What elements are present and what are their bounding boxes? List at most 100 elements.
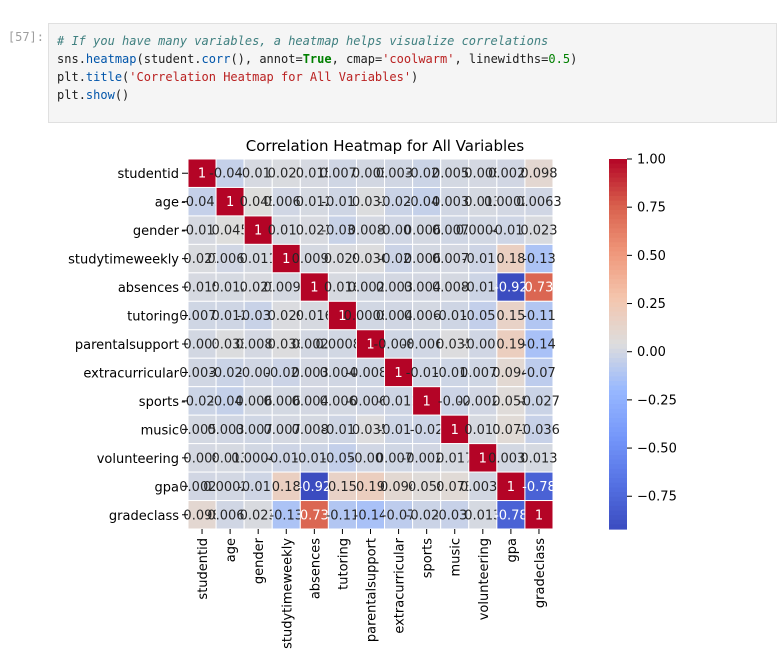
colorbar-segment <box>609 186 627 192</box>
cell-annotation: -0.13 <box>522 252 556 267</box>
cell-annotation: 0.035 <box>436 338 473 353</box>
cell-annotation: 0.011 <box>240 252 277 267</box>
code-cell[interactable]: # If you have many variables, a heatmap … <box>48 23 777 123</box>
cell-annotation: 0.0036 <box>179 366 225 381</box>
heatmap-cell <box>243 443 273 473</box>
cell-annotation: 0.013 <box>520 451 557 466</box>
heatmap-cell <box>496 329 526 359</box>
code-token: title <box>85 70 123 84</box>
cell-annotation: -0.13 <box>269 508 303 523</box>
heatmap-cell <box>327 414 357 445</box>
colorbar-segment <box>609 353 627 359</box>
cell-annotation: -0.017 <box>462 252 504 267</box>
cell-annotation: -0.014 <box>378 423 420 438</box>
cell-annotation: 0.00028 <box>203 480 257 495</box>
colorbar-segment <box>609 413 627 419</box>
cell-annotation: 0.015 <box>183 281 220 296</box>
cell-annotation: -0.013 <box>490 224 532 239</box>
heatmap-cell <box>384 471 414 502</box>
colorbar-segment <box>609 478 627 484</box>
heatmap-cell <box>271 500 301 530</box>
cell-annotation: 0.012 <box>212 309 249 324</box>
y-tick-label: age <box>155 196 179 211</box>
colorbar-segment <box>609 293 627 299</box>
colorbar-segment <box>609 459 627 465</box>
x-tick-label: music <box>449 538 464 576</box>
heatmap-cell <box>271 243 301 274</box>
cell-annotation: -0.0084 <box>345 366 395 381</box>
cell-annotation: -0.015 <box>237 167 279 182</box>
cell-annotation: 0.0068 <box>264 195 310 210</box>
colorbar-segment <box>609 196 627 202</box>
code-token: 0.5 <box>548 52 571 66</box>
heatmap-cell <box>271 443 301 473</box>
heatmap-cell <box>243 272 273 302</box>
correlation-heatmap-figure: Correlation Heatmap for All Variables 1-… <box>68 137 677 649</box>
colorbar-segment <box>609 246 627 253</box>
cell-annotation: 0.15 <box>496 309 525 324</box>
cell-annotation: -0.11 <box>326 508 360 523</box>
cell-annotation: 0.73 <box>300 508 329 523</box>
cell-annotation: -0.006 <box>237 366 279 381</box>
heatmap-cell <box>468 414 498 445</box>
cell-annotation: 0.011 <box>268 224 305 239</box>
cell-annotation: -0.012 <box>406 366 448 381</box>
colorbar-segment <box>609 455 627 461</box>
x-tick-label: absences <box>308 538 323 599</box>
cell-annotation: 1 <box>507 480 515 495</box>
colorbar-segment <box>609 214 627 220</box>
cell-annotation: 0.0055 <box>432 167 478 182</box>
heatmap-cell <box>187 300 217 331</box>
cell-annotation: -0.0062 <box>402 338 452 353</box>
heatmap-cell <box>355 386 386 416</box>
colorbar-segment <box>609 316 627 322</box>
cell-annotation: 0.0033 <box>460 480 506 495</box>
cell-annotation: 0.0078 <box>320 167 366 182</box>
heatmap-cell <box>243 500 273 530</box>
cell-annotation: 0.0078 <box>264 423 310 438</box>
heatmap-cell <box>384 243 414 274</box>
colorbar-segment <box>609 394 627 401</box>
cell-annotation: 0.0068 <box>264 394 310 409</box>
colorbar-segment <box>609 473 627 479</box>
code-token: # If you have many variables, a heatmap … <box>57 34 549 48</box>
colorbar-segment <box>609 228 627 234</box>
x-tick-label: volunteering <box>477 538 492 620</box>
colorbar-segment <box>609 482 627 488</box>
heatmap-cell <box>496 272 526 302</box>
cell-annotation: 0.0081 <box>348 224 394 239</box>
cell-annotation: 0.008 <box>464 167 501 182</box>
cell-annotation: 0.0049 <box>376 309 422 324</box>
x-tick-label: studytimeweekly <box>280 538 295 649</box>
x-tick-label: sports <box>421 538 436 578</box>
heatmap-cells: 1 -0.042-0.0150.0270.0150.00780.0030.0036… <box>179 158 562 530</box>
cell-annotation: -0.051 <box>462 309 504 324</box>
cell-annotation: -0.025 <box>378 195 420 210</box>
colorbar-segment <box>609 182 627 188</box>
code-token: plt <box>57 70 79 84</box>
cell-annotation: -0.046 <box>209 394 251 409</box>
x-tick-label: studentid <box>196 538 211 600</box>
code-editor[interactable]: # If you have many variables, a heatmap … <box>49 24 776 104</box>
heatmap-cell <box>327 329 357 359</box>
cell-annotation: -0.78 <box>494 508 528 523</box>
cell-annotation: -0.02 <box>410 423 444 438</box>
heatmap-cell <box>271 272 301 302</box>
x-tick-label: extracurricular <box>393 537 408 633</box>
cell-annotation: -0.11 <box>522 309 556 324</box>
heatmap-cell <box>215 500 245 530</box>
cell-annotation: -0.032 <box>237 309 279 324</box>
cell-annotation: 1 <box>254 224 262 239</box>
heatmap-cell <box>215 414 245 445</box>
heatmap-cell <box>440 471 470 502</box>
cell-annotation: 0.0063 <box>207 508 253 523</box>
colorbar-segment <box>609 325 627 331</box>
heatmap-cell <box>496 443 526 473</box>
cell-annotation: -0.023 <box>378 252 420 267</box>
x-tick-label: gpa <box>505 538 520 562</box>
heatmap-cell <box>468 386 498 416</box>
cell-annotation: -0.14 <box>354 508 388 523</box>
cell-annotation: 0.0049 <box>320 366 366 381</box>
cell-annotation: 0.00041 <box>456 224 510 239</box>
heatmap-cell <box>524 471 554 502</box>
